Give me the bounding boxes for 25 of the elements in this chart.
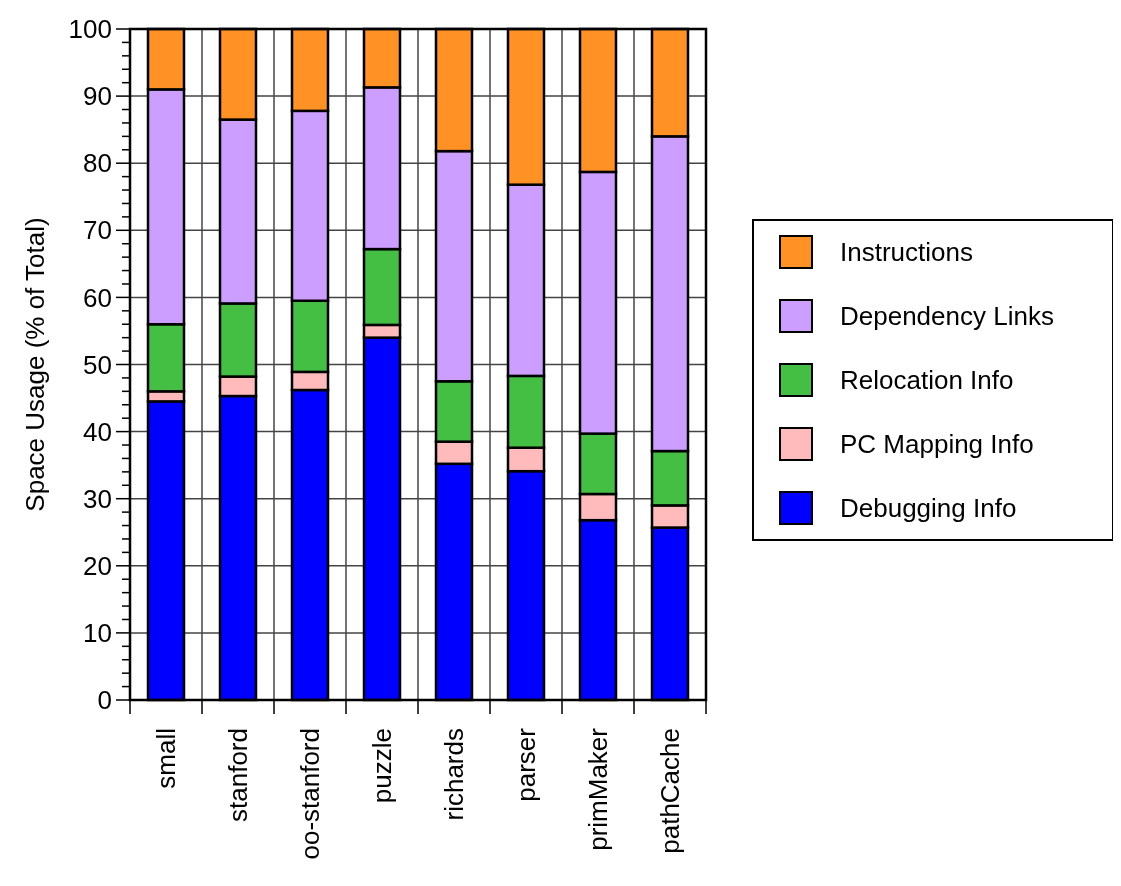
legend-label: Dependency Links (840, 301, 1054, 332)
y-tick-label: 0 (97, 685, 112, 716)
y-tick-label: 30 (83, 483, 112, 514)
y-tick-label: 60 (83, 282, 112, 313)
y-tick-label: 10 (83, 618, 112, 648)
x-tick-label: puzzle (367, 728, 398, 804)
legend-label: PC Mapping Info (840, 429, 1034, 460)
y-tick-label: 90 (83, 81, 112, 112)
y-axis-title: Space Usage (% of Total) (20, 217, 50, 512)
y-tick-label: 50 (83, 349, 112, 380)
x-tick-label: richards (439, 728, 470, 821)
y-tick-label: 40 (83, 416, 112, 447)
legend-label: Instructions (840, 237, 973, 268)
x-tick-label: primMaker (583, 727, 614, 851)
y-tick-label: 70 (83, 215, 112, 246)
y-tick-label: 20 (83, 550, 112, 581)
x-tick-label: pathCache (655, 728, 686, 854)
y-tick-label: 80 (83, 148, 112, 179)
legend-label: Debugging Info (840, 493, 1017, 524)
x-tick-label: parser (511, 727, 542, 802)
x-tick-label: small (151, 728, 182, 789)
y-tick-label: 100 (68, 14, 112, 45)
legend-label: Relocation Info (840, 365, 1014, 396)
x-tick-label: oo-stanford (295, 728, 326, 860)
x-tick-label: stanford (223, 728, 254, 822)
